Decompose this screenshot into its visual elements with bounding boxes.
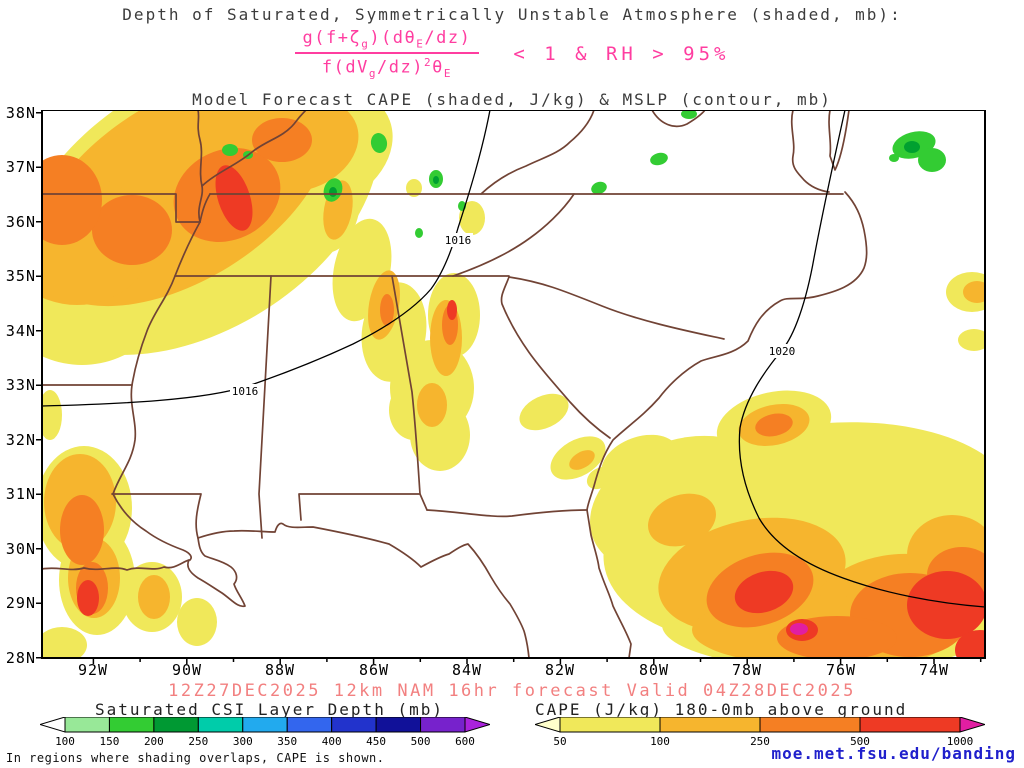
y-axis-label: 35N bbox=[5, 267, 36, 285]
contour-label-1016-a: 1016 bbox=[445, 234, 472, 247]
x-axis-label: 76W bbox=[825, 661, 857, 679]
map-frame bbox=[36, 110, 986, 664]
cape-shading-red bbox=[77, 165, 985, 658]
svg-text:200: 200 bbox=[144, 735, 164, 748]
svg-text:500: 500 bbox=[850, 735, 870, 748]
la-ms-31n-border bbox=[111, 493, 202, 539]
svg-text:1000: 1000 bbox=[947, 735, 974, 748]
y-axis-label: 30N bbox=[5, 540, 36, 558]
credit-link[interactable]: moe.met.fsu.edu/banding bbox=[771, 744, 1016, 763]
page-title: Depth of Saturated, Symmetrically Unstab… bbox=[122, 5, 902, 24]
contour-1016 bbox=[42, 110, 491, 407]
y-axis-label: 37N bbox=[5, 158, 36, 176]
x-axis-label: 80W bbox=[638, 661, 670, 679]
chesapeake-west-shore bbox=[790, 110, 830, 193]
forecast-valid-line: 12Z27DEC2025 12km NAM 16hr forecast Vali… bbox=[168, 681, 856, 701]
delmarva-peninsula bbox=[828, 110, 850, 171]
y-axis-label: 38N bbox=[5, 104, 36, 122]
contour-label-1020: 1020 bbox=[769, 345, 796, 358]
x-axis-label: 92W bbox=[77, 661, 109, 679]
svg-text:50: 50 bbox=[553, 735, 566, 748]
csi-shading-green bbox=[222, 110, 946, 238]
formula-fraction: g(f+ζg)(dθE/dz) f(dVg/dz)2θE bbox=[294, 28, 480, 81]
formula-condition: < 1 & RH > 95% bbox=[513, 43, 730, 66]
x-axis-label: 88W bbox=[264, 661, 296, 679]
csi-legend-title: Saturated CSI Layer Depth (mb) bbox=[95, 700, 444, 719]
x-axis-label: 82W bbox=[544, 661, 576, 679]
y-axis-label: 31N bbox=[5, 485, 36, 503]
ga-fl-border bbox=[426, 509, 588, 518]
ms-al-border bbox=[258, 275, 272, 539]
overlap-note: In regions where shading overlaps, CAPE … bbox=[6, 751, 385, 765]
mississippi-river bbox=[112, 221, 201, 495]
tn-nc-border bbox=[452, 193, 575, 277]
state-borders bbox=[42, 110, 868, 658]
cape-legend-title: CAPE (J/kg) 180-0mb above ground bbox=[535, 700, 908, 719]
svg-text:600: 600 bbox=[455, 735, 475, 748]
svg-text:400: 400 bbox=[322, 735, 342, 748]
wv-va-squiggle bbox=[651, 110, 706, 128]
kentucky-tennessee-river-link bbox=[199, 193, 211, 223]
atlantic-coastline bbox=[586, 191, 868, 658]
formula-numerator: g(f+ζg)(dθE/dz) bbox=[294, 28, 480, 55]
y-axis-label: 28N bbox=[5, 649, 36, 667]
svg-text:300: 300 bbox=[233, 735, 253, 748]
axis-ticks bbox=[36, 111, 982, 664]
y-axis-label: 29N bbox=[5, 594, 36, 612]
contour-label-1016-b: 1016 bbox=[232, 385, 259, 398]
svg-text:150: 150 bbox=[100, 735, 120, 748]
cape-colorbar: 50 100 250 500 1000 bbox=[535, 717, 985, 748]
svg-text:450: 450 bbox=[366, 735, 386, 748]
forecast-map: 1016 1016 1020 bbox=[36, 110, 986, 664]
csi-formula: g(f+ζg)(dθE/dz) f(dVg/dz)2θE < 1 & RH > … bbox=[0, 28, 1024, 80]
csi-colorbar: 100 150 200 250 300 350 400 450 500 600 bbox=[40, 717, 490, 748]
y-axis-label: 33N bbox=[5, 376, 36, 394]
mslp-contours bbox=[42, 110, 985, 608]
x-axis-label: 90W bbox=[171, 661, 203, 679]
northern-border-36-5n bbox=[42, 193, 844, 223]
ky-va-wv-border bbox=[480, 110, 595, 195]
al-fl-31n-border bbox=[298, 493, 421, 521]
svg-text:100: 100 bbox=[55, 735, 75, 748]
contour-1020 bbox=[738, 110, 985, 608]
csi-shading-dark-green bbox=[329, 141, 920, 197]
ga-sc-border bbox=[500, 276, 611, 439]
x-axis-label: 78W bbox=[731, 661, 763, 679]
x-axis-label: 74W bbox=[918, 661, 950, 679]
svg-text:100: 100 bbox=[650, 735, 670, 748]
x-axis-label: 86W bbox=[358, 661, 390, 679]
nc-sc-border bbox=[508, 276, 725, 340]
formula-denominator: f(dVg/dz)2θE bbox=[321, 56, 452, 81]
upper-mississippi-river bbox=[197, 110, 204, 223]
ohio-river bbox=[201, 110, 307, 187]
cape-shading-magenta bbox=[790, 623, 808, 635]
svg-text:250: 250 bbox=[750, 735, 770, 748]
contour-labels: 1016 1016 1020 bbox=[230, 233, 797, 398]
map-subtitle: Model Forecast CAPE (shaded, J/kg) & MSL… bbox=[192, 90, 832, 109]
svg-text:250: 250 bbox=[188, 735, 208, 748]
y-axis-label: 36N bbox=[5, 213, 36, 231]
gulf-coastline bbox=[42, 522, 530, 658]
al-ga-border bbox=[391, 275, 428, 511]
y-axis-label: 32N bbox=[5, 431, 36, 449]
x-axis-label: 84W bbox=[451, 661, 483, 679]
y-axis-label: 34N bbox=[5, 322, 36, 340]
svg-text:500: 500 bbox=[411, 735, 431, 748]
svg-text:350: 350 bbox=[277, 735, 297, 748]
lower-mississippi-river bbox=[112, 493, 192, 561]
